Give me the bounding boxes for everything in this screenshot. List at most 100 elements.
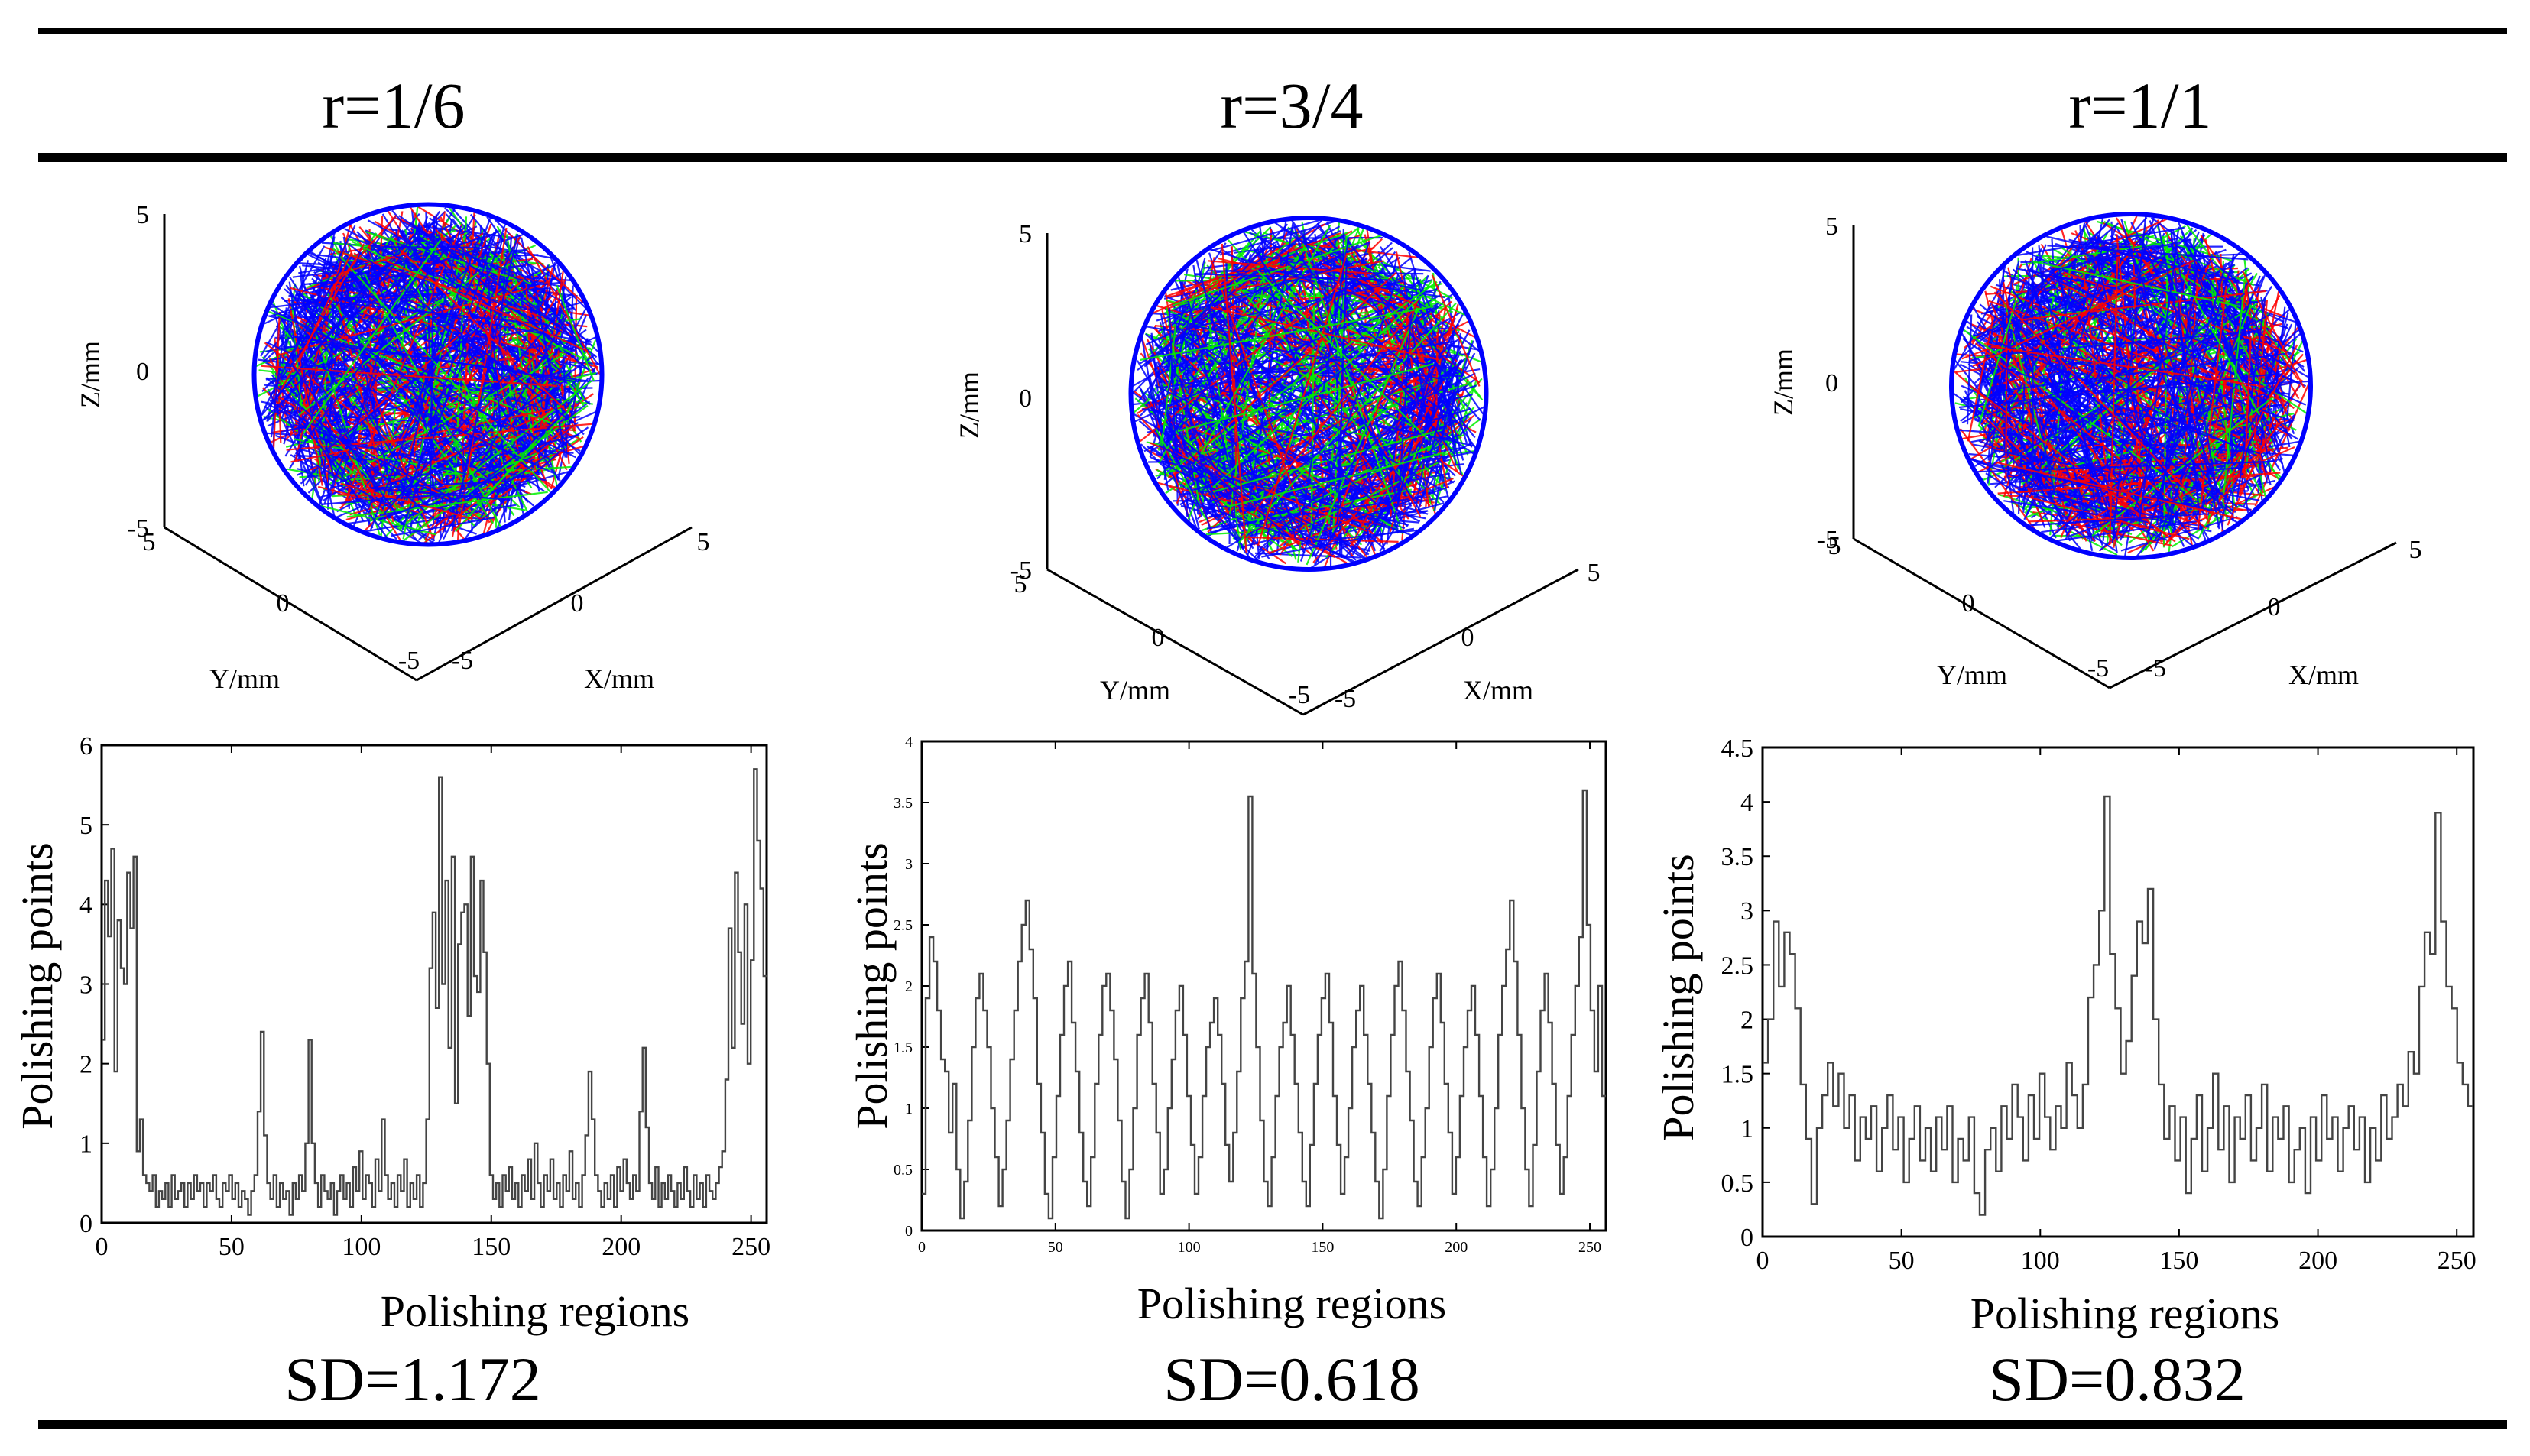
y-tick-label: 2.5 — [1721, 952, 1754, 980]
sphere-outline — [251, 202, 605, 547]
y-axis-line — [164, 526, 417, 682]
y-tick-label: 4 — [1740, 789, 1753, 817]
z-tick-label: 0 — [1825, 369, 1838, 397]
z-axis-label: Z/mm — [75, 341, 105, 408]
z-tick-label: -5 — [1010, 556, 1032, 585]
x-tick-label: 200 — [602, 1233, 641, 1261]
y-tick-label: -5 — [1289, 681, 1310, 709]
x-tick-label: -5 — [2145, 654, 2166, 683]
z-tick-label: -5 — [1817, 526, 1838, 554]
x-tick-label: 0 — [1756, 1247, 1769, 1275]
x-tick-label: 150 — [1311, 1239, 1334, 1256]
x-tick-label: 150 — [2159, 1247, 2198, 1275]
y-axis-label: Y/mm — [1937, 660, 2007, 690]
x-tick-label: 0 — [2268, 593, 2281, 621]
z-axis-label: Z/mm — [1768, 349, 1799, 416]
trajectory-lines — [1951, 215, 2311, 557]
header-rule — [38, 153, 2507, 162]
x-tick-label: 100 — [342, 1233, 381, 1261]
sd-value-r-1-1: SD=0.832 — [1989, 1344, 2246, 1414]
x-tick-label: 5 — [697, 528, 710, 556]
y-tick-label: 4.5 — [1721, 734, 1754, 763]
y-tick-label: 0.5 — [1721, 1169, 1754, 1198]
bottom-rule — [38, 1420, 2507, 1429]
y-axis-line — [1853, 537, 2110, 689]
y-tick-label: 2 — [1740, 1006, 1753, 1034]
z-tick-label: 5 — [136, 201, 149, 229]
x-axis-title: Polishing regions — [381, 1286, 689, 1336]
series-line-r=1/6 — [102, 768, 767, 1216]
x-tick-label: 150 — [472, 1233, 511, 1261]
y-tick-label: 2 — [79, 1051, 92, 1079]
y-tick-label: 4 — [79, 891, 92, 919]
y-tick-label: 5 — [1014, 570, 1027, 598]
x-axis-line — [1302, 568, 1579, 716]
x-tick-label: 5 — [1588, 559, 1601, 587]
y-tick-label: 3 — [1740, 897, 1753, 926]
x-axis-label: X/mm — [1463, 675, 1533, 705]
y-axis-title: Polishing points — [847, 842, 897, 1129]
y-tick-label: 0 — [1152, 624, 1165, 652]
x-axis-label: X/mm — [584, 663, 654, 694]
y-tick-label: 5 — [79, 812, 92, 840]
x-tick-label: 200 — [2298, 1247, 2337, 1275]
x-tick-label: 100 — [1178, 1239, 1201, 1256]
trajectory-lines — [1130, 218, 1486, 570]
y-tick-label: 0 — [1962, 589, 1975, 618]
y-tick-label: 3 — [79, 971, 92, 999]
y-axis-title: Polishing points — [12, 842, 62, 1129]
x-tick-label: 0 — [96, 1233, 109, 1261]
z-tick-label: 5 — [1825, 212, 1838, 241]
x-axis-title: Polishing regions — [1970, 1289, 2279, 1338]
heading-r-1-1: r=1/1 — [2068, 69, 2212, 142]
y-tick-label: 0 — [1740, 1224, 1753, 1252]
x-tick-label: 0 — [571, 589, 584, 618]
x-tick-label: -5 — [1335, 685, 1356, 713]
x-tick-label: 250 — [731, 1233, 770, 1261]
x-tick-label: 0 — [918, 1239, 926, 1256]
x-tick-label: 50 — [219, 1233, 245, 1261]
y-tick-label: 1.5 — [894, 1039, 913, 1056]
line-chart-1: 0 1 2 3 4 5 6 0 50 100 150 200 250 Polishing regions P… — [12, 732, 770, 1336]
heading-r-1-6: r=1/6 — [322, 69, 465, 142]
x-tick-label: 0 — [1461, 624, 1474, 652]
y-tick-label: 1 — [1740, 1115, 1753, 1143]
y-tick-label: 3.5 — [894, 795, 913, 812]
z-tick-label: 0 — [136, 358, 149, 386]
x-tick-label: 250 — [2438, 1247, 2476, 1275]
heading-r-3-4: r=3/4 — [1220, 69, 1364, 142]
y-axis-label: Y/mm — [209, 663, 280, 694]
sd-value-r-1-6: SD=1.172 — [284, 1344, 541, 1414]
y-tick-label: 4 — [905, 734, 913, 751]
y-tick-label: 0 — [905, 1223, 913, 1240]
y-tick-label: 2 — [905, 978, 913, 995]
x-tick-label: 50 — [1889, 1247, 1915, 1275]
sphere-outline — [1949, 212, 2313, 560]
y-tick-label: 5 — [143, 528, 156, 556]
x-tick-label: 50 — [1048, 1239, 1063, 1256]
sphere-outline — [1128, 216, 1489, 572]
y-tick-label: 2.5 — [894, 917, 913, 934]
x-tick-label: -5 — [452, 647, 473, 675]
x-axis-title: Polishing regions — [1137, 1279, 1446, 1328]
x-tick-label: 200 — [1445, 1239, 1468, 1256]
line-chart-3: 0 0.5 1 1.5 2 2.5 3 3.5 4 4.5 0 50 100 150 200 250 Polis… — [1653, 734, 2476, 1338]
y-tick-label: -5 — [398, 647, 420, 675]
y-axis-label: Y/mm — [1100, 675, 1170, 705]
z-tick-label: 0 — [1019, 384, 1032, 413]
y-tick-label: 0 — [79, 1210, 92, 1238]
z-tick-label: 5 — [1019, 220, 1032, 248]
y-axis-line — [1046, 568, 1304, 716]
y-tick-label: 1 — [79, 1130, 92, 1159]
series-line-r=3/4 — [922, 789, 1606, 1220]
x-tick-label: 100 — [2021, 1247, 2060, 1275]
y-tick-label: 1 — [905, 1101, 913, 1117]
series-line-r=1/1 — [1763, 795, 2473, 1216]
x-axis-line — [2109, 541, 2397, 689]
sd-value-r-3-4: SD=0.618 — [1163, 1344, 1420, 1414]
plot-frame — [1761, 746, 2475, 1238]
